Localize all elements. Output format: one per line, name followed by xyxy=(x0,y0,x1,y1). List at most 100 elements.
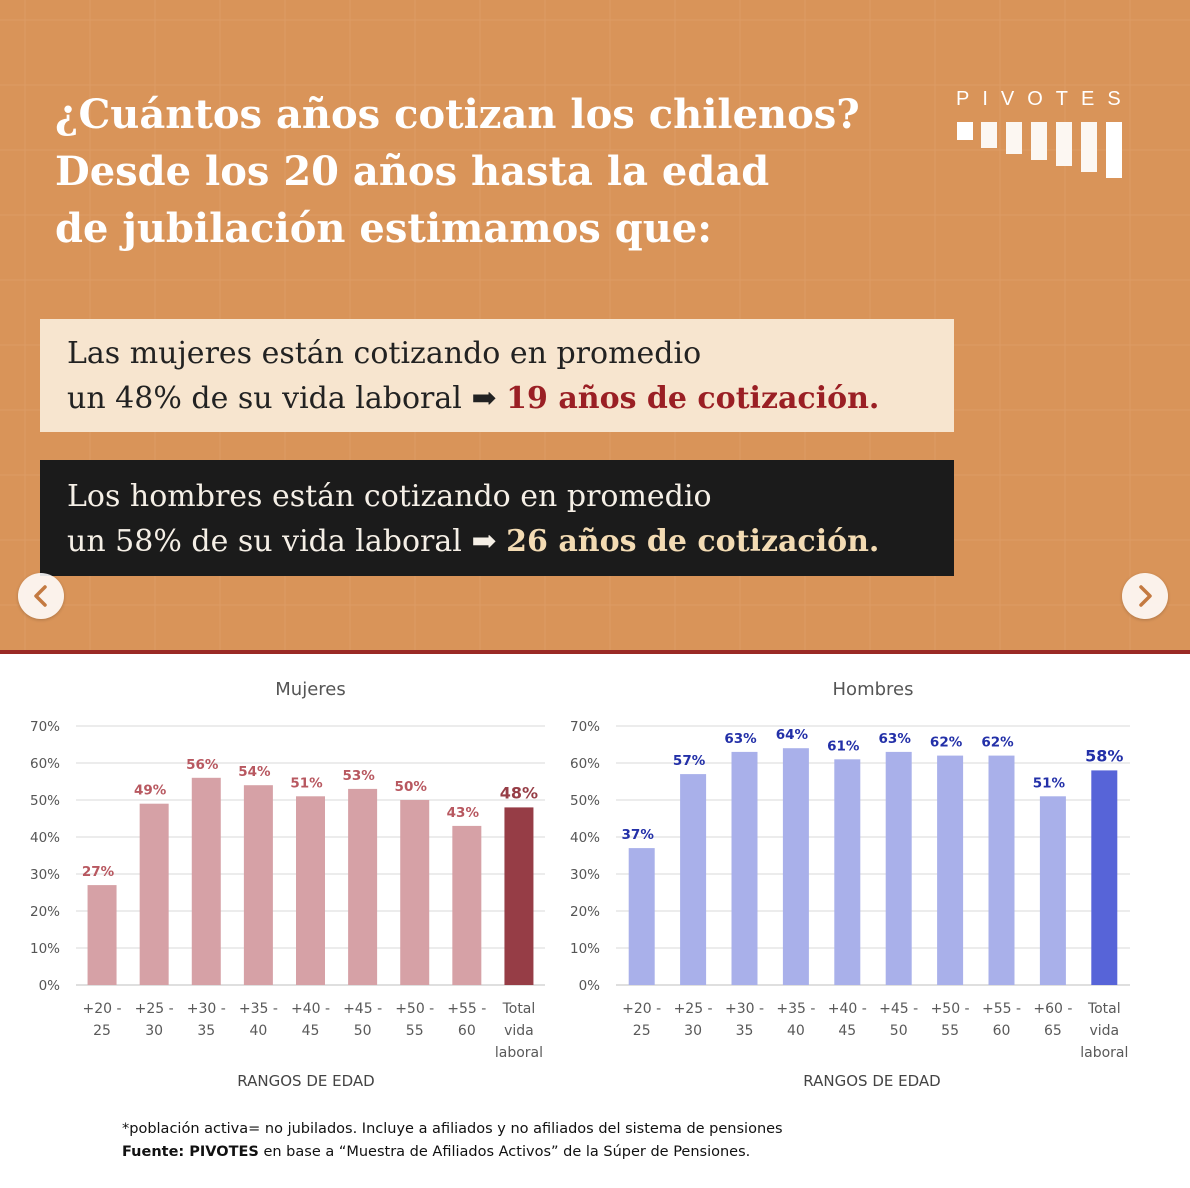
men-years-highlight: 26 años de cotización. xyxy=(506,524,880,559)
bar xyxy=(400,800,430,985)
x-axis-title: RANGOS DE EDAD xyxy=(237,1072,374,1088)
women-years-highlight: 19 años de cotización. xyxy=(506,381,880,416)
logo-bars-icon xyxy=(957,122,1122,178)
women-summary-box: Las mujeres están cotizando en promedio … xyxy=(40,319,954,432)
women-summary-line2: un 48% de su vida laboral ➡ 19 años de c… xyxy=(67,376,954,421)
women-bar-chart: Mujeres 0% 10% 20% 30% 40% 50% 60% 70% 27% +20 - 25… xyxy=(30,679,545,1088)
y-tick-label: 60% xyxy=(30,756,60,772)
x-tick-label: 45 xyxy=(838,1023,856,1039)
x-tick-label: 30 xyxy=(145,1023,163,1039)
arrow-right-icon: ➡ xyxy=(471,381,497,416)
x-tick-label: 40 xyxy=(787,1023,805,1039)
y-tick-label: 60% xyxy=(570,756,600,772)
chart-title: Mujeres xyxy=(275,679,345,700)
data-label: 63% xyxy=(724,731,757,747)
women-summary-line1: Las mujeres están cotizando en promedio xyxy=(67,336,702,371)
bar xyxy=(782,748,809,985)
bar xyxy=(834,759,861,985)
x-tick-label: +25 - xyxy=(674,1001,713,1017)
bar xyxy=(628,848,655,985)
bar xyxy=(348,788,378,985)
x-tick-label: +55 - xyxy=(982,1001,1021,1017)
bar xyxy=(243,785,273,985)
y-tick-label: 50% xyxy=(570,793,600,809)
x-tick-label: +30 - xyxy=(187,1001,226,1017)
x-tick-label: 30 xyxy=(684,1023,702,1039)
men-summary-text: un 58% de su vida laboral xyxy=(67,524,462,559)
y-tick-label: 20% xyxy=(30,904,60,920)
bar xyxy=(1039,796,1066,985)
hero-title-line: Desde los 20 años hasta la edad xyxy=(55,148,770,195)
x-tick-label: laboral xyxy=(1080,1045,1128,1061)
bar xyxy=(988,755,1015,985)
logo-text: PIVOTES xyxy=(956,88,1134,110)
x-tick-label: +60 - xyxy=(1033,1001,1072,1017)
men-summary-line2: un 58% de su vida laboral ➡ 26 años de c… xyxy=(67,519,954,564)
data-label: 54% xyxy=(238,764,271,780)
bar xyxy=(937,755,964,985)
x-tick-label: +55 - xyxy=(447,1001,486,1017)
x-tick-label: +50 - xyxy=(931,1001,970,1017)
bar xyxy=(87,885,117,985)
data-label: 57% xyxy=(673,753,706,769)
data-label: 37% xyxy=(622,827,655,843)
y-tick-label: 0% xyxy=(39,978,61,994)
footer-source-label: Fuente: PIVOTES xyxy=(122,1144,259,1160)
hero-banner: ¿Cuántos años cotizan los chilenos? Desd… xyxy=(0,0,1190,650)
x-tick-label: +45 - xyxy=(343,1001,382,1017)
data-label: 58% xyxy=(1085,746,1123,765)
bar xyxy=(504,807,534,985)
data-label: 51% xyxy=(290,775,323,791)
x-tick-label: +40 - xyxy=(291,1001,330,1017)
data-label: 63% xyxy=(879,731,912,747)
x-tick-label: 35 xyxy=(197,1023,215,1039)
y-tick-label: 30% xyxy=(30,867,60,883)
x-tick-label: 60 xyxy=(458,1023,476,1039)
pivotes-logo: PIVOTES xyxy=(950,88,1130,188)
bar xyxy=(680,774,707,985)
x-tick-label: +40 - xyxy=(828,1001,867,1017)
x-tick-label: +35 - xyxy=(776,1001,815,1017)
x-tick-label: +25 - xyxy=(135,1001,174,1017)
x-tick-label: laboral xyxy=(495,1045,543,1061)
bar xyxy=(452,825,482,985)
x-tick-label: vida xyxy=(504,1023,534,1039)
men-summary-box: Los hombres están cotizando en promedio … xyxy=(40,460,954,576)
x-tick-label: +45 - xyxy=(879,1001,918,1017)
arrow-right-icon: ➡ xyxy=(471,524,497,559)
chart-title: Hombres xyxy=(833,679,914,700)
y-tick-label: 70% xyxy=(30,719,60,735)
bar xyxy=(885,751,912,985)
y-tick-label: 10% xyxy=(30,941,60,957)
x-tick-label: 35 xyxy=(736,1023,754,1039)
data-label: 64% xyxy=(776,727,809,743)
x-tick-label: +50 - xyxy=(395,1001,434,1017)
x-tick-label: 25 xyxy=(633,1023,651,1039)
footer-notes: *población activa= no jubilados. Incluye… xyxy=(122,1118,783,1164)
bar xyxy=(191,777,221,985)
y-tick-label: 40% xyxy=(570,830,600,846)
x-tick-label: 40 xyxy=(249,1023,267,1039)
x-tick-label: 45 xyxy=(302,1023,320,1039)
hero-title: ¿Cuántos años cotizan los chilenos? Desd… xyxy=(55,86,875,257)
y-tick-label: 50% xyxy=(30,793,60,809)
data-label: 62% xyxy=(930,735,963,751)
chevron-right-icon xyxy=(1139,585,1152,607)
next-slide-button[interactable] xyxy=(1122,573,1168,619)
data-label: 51% xyxy=(1033,775,1066,791)
x-tick-label: +20 - xyxy=(622,1001,661,1017)
data-label: 61% xyxy=(827,738,860,754)
footer-note: *población activa= no jubilados. Incluye… xyxy=(122,1121,783,1137)
women-summary-text: un 48% de su vida laboral xyxy=(67,381,462,416)
previous-slide-button[interactable] xyxy=(18,573,64,619)
y-tick-label: 40% xyxy=(30,830,60,846)
data-label: 62% xyxy=(981,735,1014,751)
hero-title-line: de jubilación estimamos que: xyxy=(55,205,713,252)
data-label: 49% xyxy=(134,783,167,799)
x-tick-label: vida xyxy=(1089,1023,1119,1039)
data-label: 50% xyxy=(395,779,428,795)
footer-source-text: en base a “Muestra de Afiliados Activos”… xyxy=(258,1144,751,1160)
x-tick-label: Total xyxy=(502,1001,536,1017)
x-tick-label: +20 - xyxy=(83,1001,122,1017)
y-tick-label: 0% xyxy=(579,978,601,994)
